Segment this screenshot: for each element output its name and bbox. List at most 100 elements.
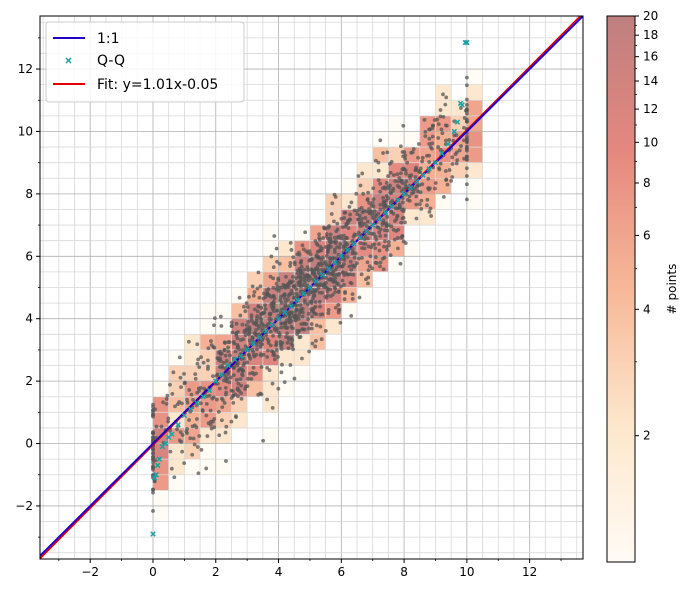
legend-label-fit: Fit: y=1.01x-0.05 (97, 77, 218, 93)
scatter-point (171, 370, 176, 375)
scatter-point (368, 254, 373, 259)
qq-point (151, 475, 158, 481)
scatter-point (195, 342, 200, 347)
scatter-point (223, 353, 228, 358)
scatter-point (394, 229, 399, 233)
scatter-point (330, 272, 335, 277)
heatmap-cell (152, 474, 169, 491)
scatter-point (388, 170, 393, 175)
scatter-point (374, 261, 379, 266)
scatter-point (355, 212, 360, 217)
scatter-point (401, 187, 406, 191)
scatter-point (252, 307, 257, 312)
scatter-point (399, 220, 404, 225)
scatter-point (295, 271, 300, 276)
scatter-point (411, 147, 416, 151)
scatter-point (357, 207, 362, 212)
scatter-point (427, 209, 432, 214)
scatter-point (389, 210, 394, 215)
qq-point (225, 362, 232, 369)
scatter-point (382, 185, 387, 190)
scatter-point (247, 294, 251, 299)
scatter-point (318, 304, 322, 309)
heatmap-cell (325, 318, 342, 335)
scatter-point (235, 336, 240, 341)
scatter-point (314, 323, 319, 328)
legend-label-qq: Q-Q (97, 53, 125, 69)
scatter-point (280, 362, 284, 367)
scatter-point (151, 412, 155, 417)
scatter-point (226, 340, 231, 344)
scatter-point (404, 171, 408, 176)
scatter-point (229, 388, 234, 393)
scatter-point (247, 330, 252, 335)
scatter-point (437, 167, 442, 172)
scatter-point (216, 409, 221, 414)
colorbar-tick-label: 20 (643, 9, 658, 23)
scatter-point (404, 179, 409, 184)
scatter-point (237, 295, 242, 300)
scatter-point (289, 280, 294, 285)
scatter-point (222, 401, 227, 405)
scatter-point (425, 203, 429, 208)
scatter-point (385, 150, 390, 155)
scatter-point (289, 319, 294, 324)
scatter-point (340, 278, 345, 283)
heatmap-cell (466, 100, 483, 116)
heatmap-cell (372, 147, 389, 163)
scatter-point (464, 148, 469, 153)
scatter-point (269, 304, 274, 309)
scatter-point (250, 284, 255, 289)
scatter-point (249, 376, 254, 381)
scatter-point (444, 178, 449, 182)
qq-point (332, 259, 338, 266)
scatter-point (387, 243, 391, 248)
scatter-point (309, 326, 314, 331)
scatter-point (341, 233, 346, 238)
scatter-point (208, 422, 213, 427)
scatter-point (234, 378, 239, 382)
scatter-point (261, 323, 266, 328)
legend-qq-stroke (65, 57, 72, 64)
scatter-point (348, 280, 353, 285)
scatter-point (376, 225, 381, 230)
heatmap-cell (168, 474, 185, 491)
qq-point-stroke (307, 284, 313, 291)
x-axis: −2 0 2 4 6 8 10 12 (58, 559, 562, 579)
heatmap-cell (419, 209, 436, 226)
heatmap-cell (231, 412, 248, 428)
scatter-point (423, 134, 428, 139)
heatmap-cell (435, 178, 452, 194)
scatter-point (464, 134, 469, 139)
qq-point (200, 393, 206, 400)
qq-point (238, 353, 244, 359)
heatmap-cell (404, 147, 420, 163)
scatter-point (284, 304, 288, 309)
scatter-point (151, 487, 155, 492)
heatmap-cell (388, 115, 405, 132)
scatter-point (420, 159, 425, 164)
scatter-point (302, 274, 307, 279)
scatter-point (279, 370, 284, 375)
colorbar-gradient (606, 15, 636, 563)
y-axis: −2 0 2 4 6 8 10 12 (15, 37, 40, 538)
scatter-point (259, 305, 264, 310)
scatter-point (164, 401, 169, 406)
scatter-point (275, 326, 280, 331)
heatmap-cell (262, 427, 279, 444)
scatter-point (312, 289, 317, 294)
scatter-point (282, 380, 287, 385)
scatter-point (285, 297, 290, 302)
scatter-point (388, 183, 393, 188)
scatter-point (236, 368, 241, 373)
scatter-point (300, 306, 305, 311)
scatter-point (338, 242, 343, 246)
heatmap-cell (184, 412, 201, 428)
scatter-point (316, 254, 321, 259)
heatmap-cell (466, 178, 483, 194)
scatter-point (220, 364, 225, 368)
qq-point-stroke (275, 315, 282, 322)
scatter-point (169, 466, 174, 471)
scatter-point (179, 401, 184, 406)
